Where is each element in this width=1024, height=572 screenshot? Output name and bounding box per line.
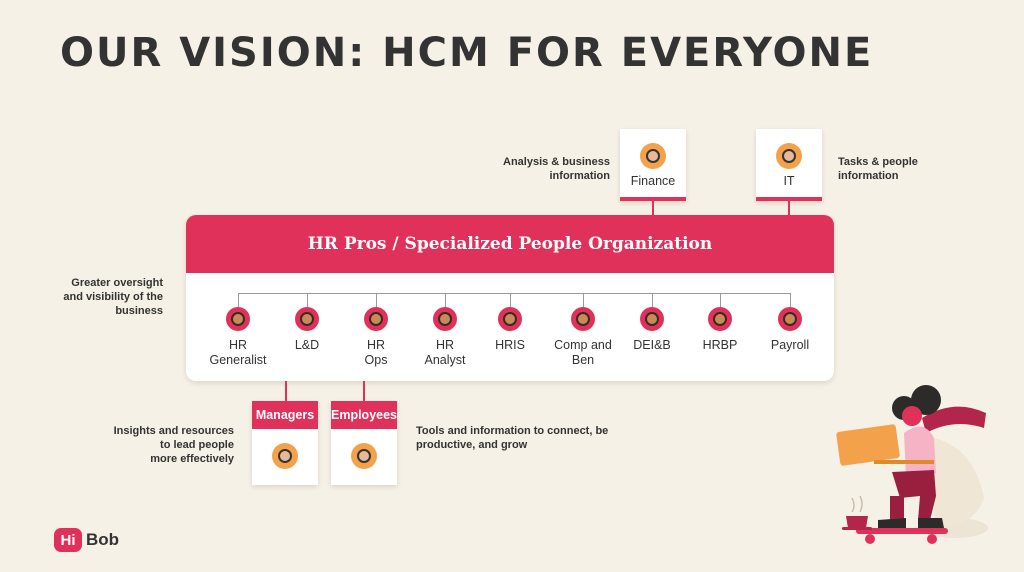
employees-avatar <box>351 443 377 469</box>
avatar <box>295 307 319 331</box>
role-label: HR Analyst <box>424 338 466 367</box>
managers-note: Insights and resources to lead people mo… <box>113 425 234 465</box>
role-label: DEI&B <box>633 338 671 352</box>
role-payroll: Payroll <box>750 293 830 353</box>
role-hr-ops: HR Ops <box>336 293 416 368</box>
it-label: IT <box>783 174 795 188</box>
it-connector <box>788 201 790 215</box>
finance-card: Finance <box>620 129 686 201</box>
finance-connector <box>652 201 654 215</box>
managers-card: Managers <box>252 401 318 485</box>
role-label: HR Generalist <box>209 338 267 367</box>
role-hr-generalist: HR Generalist <box>198 293 278 368</box>
role-deib: DEI&B <box>612 293 692 353</box>
employees-note: Tools and information to connect, be pro… <box>416 425 609 451</box>
role-comp-and-ben: Comp and Ben <box>543 293 623 368</box>
it-avatar <box>776 143 802 169</box>
hibob-logo: Hi Bob <box>54 528 119 552</box>
oversight-note: Greater oversight and visibility of the … <box>63 277 163 317</box>
finance-note: Analysis & business information <box>503 156 610 182</box>
avatar <box>433 307 457 331</box>
role-hris: HRIS <box>470 293 550 353</box>
org-tree-line <box>238 293 790 294</box>
managers-avatar <box>272 443 298 469</box>
avatar <box>498 307 522 331</box>
avatar <box>364 307 388 331</box>
finance-avatar <box>640 143 666 169</box>
it-note: Tasks & people information <box>838 156 918 182</box>
avatar <box>571 307 595 331</box>
role-label: HRBP <box>702 338 738 352</box>
employees-label: Employees <box>331 401 397 429</box>
role-label: Payroll <box>770 338 810 352</box>
finance-label: Finance <box>630 174 676 188</box>
managers-connector <box>285 381 287 401</box>
page-title: OUR VISION: HCM FOR EVERYONE <box>60 30 874 76</box>
it-card: IT <box>756 129 822 201</box>
employees-card: Employees <box>331 401 397 485</box>
role-label: L&D <box>294 338 320 352</box>
avatar <box>226 307 250 331</box>
role-hr-analyst: HR Analyst <box>405 293 485 368</box>
skateboard-person-illustration <box>836 385 988 544</box>
logo-word: Bob <box>86 530 120 549</box>
avatar <box>708 307 732 331</box>
managers-label: Managers <box>252 401 318 429</box>
avatar <box>640 307 664 331</box>
employees-connector <box>363 381 365 401</box>
role-label: HRIS <box>495 338 525 352</box>
role-ld: L&D <box>267 293 347 353</box>
role-label: HR Ops <box>364 338 388 367</box>
hr-pros-header: HR Pros / Specialized People Organizatio… <box>186 215 834 273</box>
role-hrbp: HRBP <box>680 293 760 353</box>
hr-pros-card: HR Pros / Specialized People Organizatio… <box>186 215 834 381</box>
avatar <box>778 307 802 331</box>
logo-mark: Hi <box>54 528 82 552</box>
role-label: Comp and Ben <box>554 338 612 367</box>
